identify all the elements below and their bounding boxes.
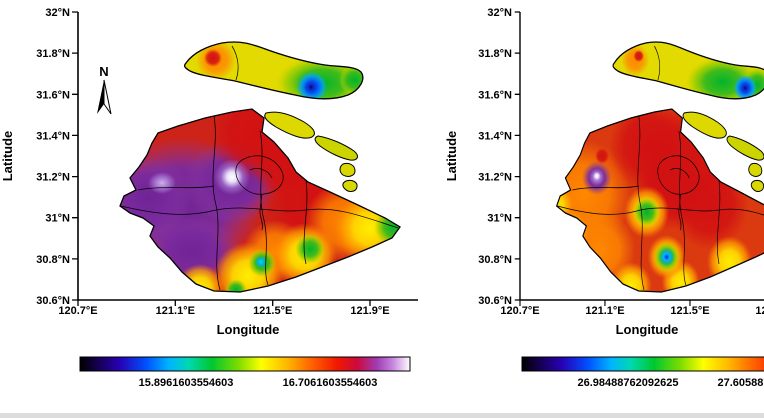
x-axis-title: Longitude	[616, 322, 679, 337]
north-label: N	[99, 64, 108, 79]
y-tick-label: 31°N	[487, 213, 512, 225]
y-tick-label: 30.8°N	[478, 254, 512, 266]
y-tick-label: 31°N	[45, 213, 70, 225]
colorbar-tick-label: 26.98488762092625	[578, 377, 679, 389]
y-tick-label: 30.6°N	[36, 295, 70, 307]
y-tick-label: 31.6°N	[36, 89, 70, 101]
y-tick-label: 32°N	[45, 7, 70, 19]
axis-labels-right: 32°N 31.8°N 31.6°N 31.4°N 31.2°N 31°N 30…	[444, 7, 764, 337]
colorbar-tick-label: 15.8961603554603	[139, 377, 234, 389]
x-tick-label: 121.1°E	[585, 305, 624, 317]
y-tick-label: 30.6°N	[478, 295, 512, 307]
colorbar-gradient	[521, 356, 764, 372]
north-arrow-right-half	[103, 79, 112, 115]
small-island	[314, 135, 358, 161]
y-tick-label: 31.6°N	[478, 89, 512, 101]
island-boundary-line-left	[231, 45, 239, 81]
small-island	[750, 179, 764, 192]
x-tick-label: 121.9°E	[350, 305, 389, 317]
axis-labels-left: 32°N 31.8°N 31.6°N 31.4°N 31.2°N 31°N 30…	[0, 7, 390, 337]
map-panel-left: N	[71, 11, 419, 307]
x-tick-label: 120.7°E	[58, 305, 97, 317]
north-arrow: N	[97, 64, 112, 115]
small-island	[339, 162, 356, 177]
y-axis-title: Latitude	[0, 131, 15, 182]
island-surface-right	[613, 41, 764, 99]
x-tick-label: 121.5°E	[253, 305, 292, 317]
small-island	[748, 162, 763, 177]
x-tick-label: 121.9°E	[755, 305, 764, 317]
mainland-surface-right	[556, 109, 764, 292]
small-island	[342, 179, 358, 192]
north-arrow-left-half	[97, 80, 104, 114]
mainland-surface-left	[120, 109, 400, 292]
small-island	[264, 111, 315, 139]
window-edge	[0, 413, 764, 418]
x-tick-label: 120.7°E	[500, 305, 539, 317]
y-tick-label: 31.8°N	[36, 48, 70, 60]
y-tick-label: 31.4°N	[478, 130, 512, 142]
small-island	[682, 111, 727, 139]
y-tick-label: 31.4°N	[36, 130, 70, 142]
x-axis-title: Longitude	[217, 322, 280, 337]
colorbar-tick-label: 16.7061603554603	[283, 377, 378, 389]
small-island	[726, 135, 764, 161]
x-tick-label: 121.1°E	[156, 305, 195, 317]
y-tick-label: 31.8°N	[478, 48, 512, 60]
colorbar-right: 26.98488762092625 27.60588762092625	[521, 356, 764, 389]
x-tick-label: 121.5°E	[670, 305, 709, 317]
colorbar-tick-label: 27.60588762092625	[718, 377, 764, 389]
colorbar-gradient	[79, 356, 411, 372]
y-tick-label: 31.2°N	[478, 172, 512, 184]
colorbar-left: 15.8961603554603 16.7061603554603	[79, 356, 411, 389]
y-tick-label: 30.8°N	[36, 254, 70, 266]
y-tick-label: 31.2°N	[36, 172, 70, 184]
y-axis-title: Latitude	[444, 131, 459, 182]
y-tick-label: 32°N	[487, 7, 512, 19]
island-boundary-line-right	[654, 45, 661, 81]
map-panel-right	[513, 11, 764, 307]
